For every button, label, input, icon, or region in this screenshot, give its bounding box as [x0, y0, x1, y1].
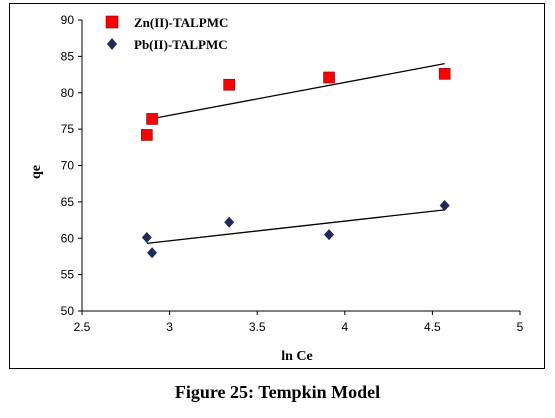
- legend-label-zn: Zn(II)-TALPMC: [134, 15, 228, 30]
- zn-data-point: [141, 129, 153, 141]
- y-tick-label: 60: [61, 231, 75, 245]
- y-tick-label: 50: [61, 304, 75, 318]
- legend-marker-zn: [105, 15, 119, 29]
- tick-labels: 2.5 3 3.5 4 4.5 5 50 55 60 65 70 75 80 85 90: [61, 13, 524, 334]
- trendline-pb: [146, 209, 445, 244]
- x-tick-label: 3.5: [249, 320, 266, 334]
- y-tick-label: 75: [61, 122, 75, 136]
- x-tick-label: 4.5: [424, 320, 441, 334]
- x-tick-label: 3: [166, 320, 173, 334]
- zn-data-point: [146, 113, 158, 125]
- y-tick-label: 70: [61, 159, 75, 173]
- x-tick-label: 4: [341, 320, 348, 334]
- legend: Zn(II)-TALPMC Pb(II)-TALPMC: [105, 15, 228, 52]
- pb-data-point: [147, 247, 158, 259]
- legend-marker-pb: [107, 38, 117, 50]
- pb-data-point: [224, 216, 235, 228]
- trendlines: [146, 63, 445, 244]
- y-axis-title: qe: [29, 165, 44, 179]
- pb-data-point: [439, 200, 450, 212]
- zn-data-point: [223, 78, 235, 91]
- axes: [78, 19, 521, 315]
- data-points: [141, 68, 451, 259]
- zn-data-point: [438, 68, 451, 80]
- legend-label-pb: Pb(II)-TALPMC: [134, 37, 228, 52]
- y-tick-label: 85: [61, 49, 75, 63]
- pb-data-point: [324, 229, 335, 241]
- figure-caption: Figure 25: Tempkin Model: [174, 382, 381, 402]
- pb-data-point: [141, 232, 152, 244]
- y-tick-label: 90: [61, 13, 75, 27]
- y-tick-label: 80: [61, 86, 75, 100]
- x-tick-label: 5: [517, 320, 524, 334]
- y-tick-label: 65: [61, 195, 75, 209]
- chart-frame: 2.5 3 3.5 4 4.5 5 50 55 60 65 70 75 80 85 90 Zn(II)-TA…: [9, 3, 545, 369]
- x-tick-label: 2.5: [74, 320, 91, 334]
- trendline-zn: [146, 63, 445, 121]
- zn-data-point: [323, 71, 335, 84]
- y-tick-label: 55: [61, 268, 75, 282]
- x-axis-title: ln Ce: [281, 349, 313, 364]
- tempkin-chart: 2.5 3 3.5 4 4.5 5 50 55 60 65 70 75 80 85 90 Zn(II)-TA…: [29, 13, 524, 364]
